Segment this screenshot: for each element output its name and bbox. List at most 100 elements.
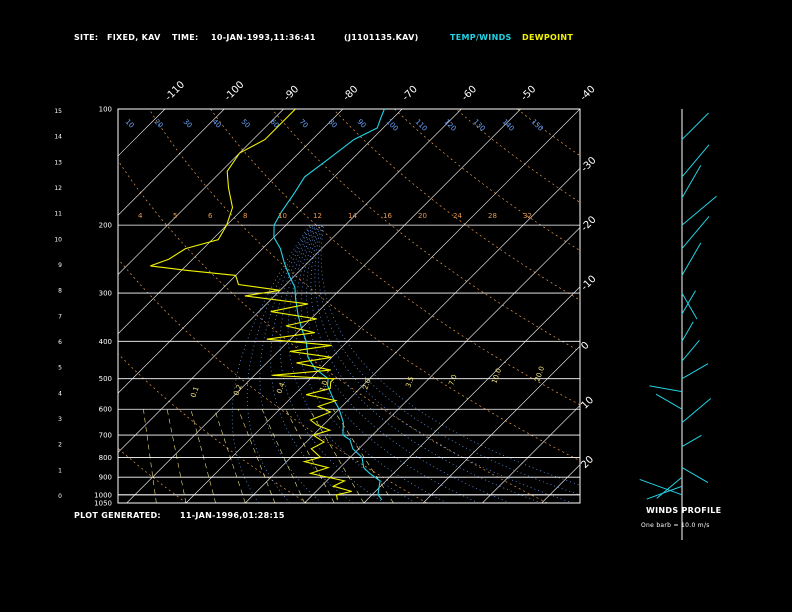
temp-tick-label-top: -70 bbox=[400, 84, 419, 103]
plot-frame bbox=[117, 108, 581, 504]
isotherm-line bbox=[245, 167, 580, 503]
dry-adiabat-line bbox=[640, 109, 792, 503]
dry-adiabat-line bbox=[210, 109, 580, 406]
dry-adiabat-label: 140 bbox=[501, 118, 516, 133]
moist-adiabat-label: 5 bbox=[173, 212, 177, 220]
temp-tick-label-top: -100 bbox=[223, 79, 247, 103]
height-tick-label: 3 bbox=[58, 416, 62, 423]
height-tick-label: 6 bbox=[58, 339, 62, 346]
height-tick-label: 11 bbox=[54, 211, 62, 218]
moist-adiabat-line bbox=[317, 225, 580, 496]
height-tick-label: 9 bbox=[58, 262, 62, 269]
temp-tick-label-right: 10 bbox=[579, 395, 596, 412]
dry-adiabat-label: 30 bbox=[182, 118, 194, 130]
temperature-trace bbox=[273, 109, 385, 501]
time-label: TIME: bbox=[172, 33, 199, 42]
moist-adiabat-label: 28 bbox=[488, 212, 497, 220]
moist-adiabat-label: 12 bbox=[313, 212, 322, 220]
isotherm-line bbox=[422, 345, 580, 503]
mixing-ratio-line bbox=[214, 409, 246, 503]
isotherm-line bbox=[118, 109, 225, 216]
mixing-ratio-label: 0.1 bbox=[189, 385, 200, 398]
temp-tick-label-right: -10 bbox=[579, 274, 598, 293]
isotherm-line bbox=[0, 109, 46, 503]
file-name: (J1101135.KAV) bbox=[344, 33, 419, 42]
temp-tick-label-top: -80 bbox=[341, 84, 360, 103]
dry-adiabat-label: 100 bbox=[385, 118, 400, 133]
height-tick-label: 0 bbox=[58, 493, 62, 500]
moist-adiabat-label: 20 bbox=[418, 212, 427, 220]
plot-generated-label: PLOT GENERATED: bbox=[74, 511, 161, 520]
height-tick-label: 14 bbox=[54, 134, 62, 141]
dry-adiabat-label: 10 bbox=[124, 118, 136, 130]
height-tick-label: 13 bbox=[54, 159, 62, 166]
isotherm-line bbox=[126, 109, 521, 503]
dry-adiabat-label: 110 bbox=[414, 118, 429, 133]
pressure-tick-label: 400 bbox=[99, 338, 112, 346]
isotherm-line bbox=[118, 109, 462, 453]
height-tick-label: 7 bbox=[58, 313, 62, 320]
pressure-tick-label: 1050 bbox=[94, 500, 112, 508]
wind-barb bbox=[681, 292, 698, 320]
wind-barb bbox=[681, 434, 702, 448]
mixing-ratio-line bbox=[190, 409, 216, 503]
dry-adiabat-label: 50 bbox=[240, 118, 252, 130]
height-tick-label: 8 bbox=[58, 288, 62, 295]
moist-adiabat-line bbox=[306, 224, 511, 503]
wind-barb bbox=[681, 112, 709, 140]
moist-adiabat-line bbox=[314, 225, 573, 503]
dry-adiabat-line bbox=[271, 109, 580, 352]
mixing-ratio-label: 20.0 bbox=[533, 365, 546, 382]
moist-adiabat-label: 8 bbox=[243, 212, 247, 220]
height-tick-label: 10 bbox=[54, 236, 62, 243]
wind-barb bbox=[681, 165, 702, 199]
wind-barb bbox=[655, 393, 683, 410]
dry-adiabat-label: 130 bbox=[472, 118, 487, 133]
isotherm-line bbox=[720, 109, 792, 503]
mixing-ratio-label: 10.0 bbox=[490, 367, 503, 384]
dry-adiabat-label: 90 bbox=[356, 118, 368, 130]
isotherm-line bbox=[118, 109, 344, 335]
wind-barb bbox=[639, 478, 683, 496]
pressure-tick-label: 700 bbox=[99, 432, 112, 440]
wind-barb bbox=[681, 467, 709, 484]
wind-barb bbox=[681, 340, 700, 362]
dry-adiabat-line bbox=[118, 353, 307, 503]
pressure-tick-label: 600 bbox=[99, 406, 112, 414]
temp-tick-label-top: -90 bbox=[282, 84, 301, 103]
pressure-tick-label: 200 bbox=[99, 222, 112, 230]
isotherm-line bbox=[541, 464, 580, 503]
site-label: SITE: bbox=[74, 33, 99, 42]
dry-adiabat-label: 80 bbox=[327, 118, 339, 130]
isotherm-line bbox=[779, 109, 792, 503]
isotherm-line bbox=[118, 109, 166, 157]
moist-adiabat-line bbox=[259, 224, 322, 503]
mixing-ratio-line bbox=[261, 409, 305, 503]
temp-tick-label-right: -30 bbox=[579, 155, 598, 174]
legend-dewpoint: DEWPOINT bbox=[522, 33, 574, 42]
height-tick-label: 5 bbox=[58, 365, 62, 372]
mixing-ratio-line bbox=[309, 409, 365, 503]
legend-temp-winds: TEMP/WINDS bbox=[450, 33, 512, 42]
time-value: 10-JAN-1993,11:36:41 bbox=[211, 33, 316, 42]
temp-tick-label-right: 0 bbox=[579, 340, 591, 352]
plot-generated-value: 11-JAN-1996,01:28:15 bbox=[180, 511, 285, 520]
isotherm-line bbox=[363, 286, 580, 503]
moist-adiabat-label: 32 bbox=[523, 212, 532, 220]
mixing-ratio-label: 2.0 bbox=[361, 377, 372, 390]
wind-barb bbox=[646, 485, 683, 500]
moist-adiabat-line bbox=[231, 224, 310, 503]
height-tick-label: 4 bbox=[58, 390, 62, 397]
winds-profile-title: WINDS PROFILE bbox=[646, 506, 722, 515]
wind-barb bbox=[681, 195, 717, 226]
wind-barb bbox=[681, 398, 712, 424]
mixing-ratio-line bbox=[237, 409, 276, 503]
dry-adiabat-line bbox=[517, 109, 580, 157]
moist-adiabat-label: 10 bbox=[278, 212, 287, 220]
wind-barb bbox=[681, 216, 710, 249]
dry-adiabat-label: 40 bbox=[211, 118, 223, 130]
dry-adiabat-label: 150 bbox=[530, 118, 545, 133]
height-tick-label: 15 bbox=[54, 108, 62, 115]
pressure-tick-label: 100 bbox=[99, 106, 112, 114]
